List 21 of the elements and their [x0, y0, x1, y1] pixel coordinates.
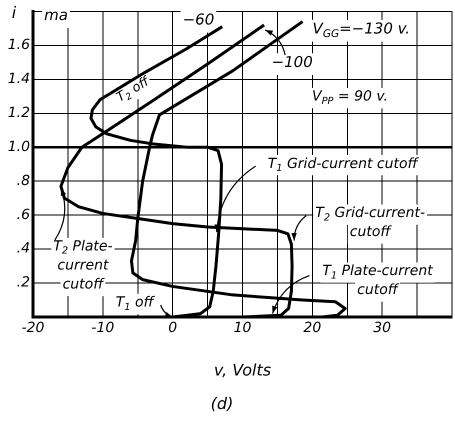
legend-label: −100 — [272, 52, 313, 71]
y-tick-label: .2 — [16, 274, 30, 291]
x-tick-label: -10 — [91, 320, 114, 336]
y-tick-label: 1.6 — [8, 36, 30, 53]
text: (d) — [210, 394, 234, 414]
y-tick-label: 1.0 — [8, 138, 30, 155]
x-tick-label: 30 — [373, 320, 392, 336]
y-tick-label: .8 — [16, 172, 30, 189]
annotation: T2 off — [114, 74, 154, 106]
y-tick-label: 1.2 — [8, 104, 30, 121]
x-tick-label: 20 — [303, 320, 322, 336]
annotation: ma — [44, 6, 68, 24]
x-tick-label: -20 — [22, 320, 45, 336]
series-label: −60 — [182, 10, 214, 29]
x-tick-label: 10 — [234, 320, 252, 336]
x-axis-title: v, Volts — [214, 360, 272, 380]
x-tick-label: 0 — [168, 320, 178, 336]
y-tick-label: .4 — [16, 240, 30, 257]
y-axis-title: i — [12, 3, 17, 22]
y-tick-label: .6 — [16, 206, 30, 223]
y-tick-label: 1.4 — [8, 70, 30, 87]
